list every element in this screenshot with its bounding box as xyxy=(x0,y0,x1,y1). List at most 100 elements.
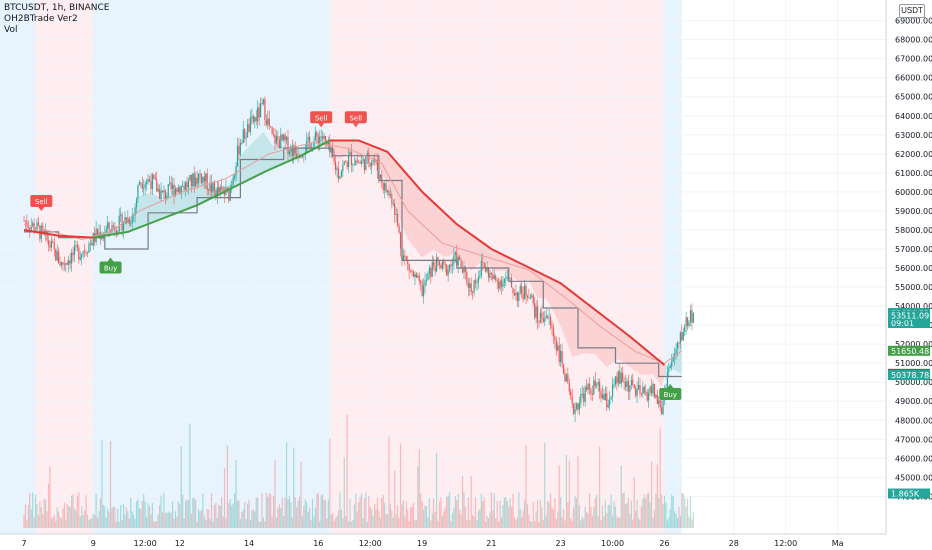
candle-body-382 xyxy=(574,409,576,414)
candle-body-441 xyxy=(659,400,661,408)
candle-body-213 xyxy=(330,148,332,153)
candle-body-361 xyxy=(544,318,546,322)
candle-body-421 xyxy=(630,379,632,385)
candle-body-170 xyxy=(268,118,270,127)
volume-bar-438 xyxy=(655,493,657,528)
candle-body-456 xyxy=(681,332,683,341)
candle-body-103 xyxy=(171,184,174,189)
volume-bar-107 xyxy=(177,501,179,528)
candle-body-259 xyxy=(397,213,399,226)
volume-bar-146 xyxy=(234,493,236,528)
volume-bar-418 xyxy=(626,502,628,528)
signal-label: Buy xyxy=(664,391,677,399)
volume-bar-76 xyxy=(133,514,135,528)
last-price-labels: 53636.5209:0153511.0951650.4850440.00503… xyxy=(888,307,930,499)
candle-body-187 xyxy=(293,145,295,157)
volume-bar-81 xyxy=(140,508,142,528)
volume-bar-421 xyxy=(630,500,632,528)
signal-buy-4: Buy xyxy=(659,384,682,401)
currency-badge[interactable]: USDT xyxy=(899,4,925,18)
volume-bar-331 xyxy=(500,517,503,528)
signal-box xyxy=(30,195,53,208)
candle-body-59 xyxy=(108,222,110,230)
volume-bar-169 xyxy=(267,496,269,528)
candle-body-117 xyxy=(192,173,194,186)
volume-bar-440 xyxy=(658,497,660,528)
candle-body-284 xyxy=(433,261,435,267)
time-axis[interactable]: 7 9 12:00 12 14 16 12:00 19 21 23 10:00 26 28 12:00 Ma xyxy=(0,533,932,550)
symbol-title[interactable]: BTCUSDT, 1h, BINANCE xyxy=(4,3,110,13)
volume-bar-35 xyxy=(73,508,76,528)
volume-bar-345 xyxy=(521,516,523,528)
volume-bar-92 xyxy=(156,521,158,528)
candle-body-209 xyxy=(324,135,327,141)
candle-body-177 xyxy=(278,139,280,149)
candle-body-106 xyxy=(176,188,178,192)
volume-bar-64 xyxy=(115,521,117,528)
candle-body-60 xyxy=(109,229,112,233)
candle-body-306 xyxy=(464,266,467,272)
price-tick-54000: 54000.00 xyxy=(895,302,932,311)
volume-bar-209 xyxy=(324,499,327,528)
candle-body-152 xyxy=(242,129,244,144)
candle-body-22 xyxy=(55,248,57,261)
volume-bar-219 xyxy=(339,492,341,528)
candle-body-80 xyxy=(138,182,141,186)
volume-bar-156 xyxy=(248,499,250,528)
candle-body-439 xyxy=(656,394,658,404)
candle-body-167 xyxy=(264,99,266,121)
volume-bar-375 xyxy=(564,520,566,528)
volume-bar-165 xyxy=(261,493,263,528)
volume-bar-38 xyxy=(78,492,80,528)
candle-body-131 xyxy=(212,182,214,193)
candle-body-370 xyxy=(557,345,559,351)
signal-box xyxy=(659,388,682,401)
volume-bar-435 xyxy=(650,461,653,528)
candle-body-242 xyxy=(372,159,374,163)
volume-bar-248 xyxy=(381,497,383,528)
candle-body-42 xyxy=(83,251,86,253)
volume-bar-245 xyxy=(376,497,379,528)
candle-body-330 xyxy=(499,280,501,289)
candle-body-144 xyxy=(231,184,233,188)
volume-bar-88 xyxy=(150,514,152,528)
volume-bar-184 xyxy=(288,495,291,528)
price-axis[interactable]: 44000.0045000.0046000.0047000.0048000.00… xyxy=(885,0,932,550)
volume-bar-314 xyxy=(476,520,478,528)
candle-body-438 xyxy=(655,394,657,398)
volume-bar-200 xyxy=(311,498,314,528)
volume-bar-369 xyxy=(555,519,557,528)
indicator-title[interactable]: OH2BTrade Ver2 xyxy=(4,14,78,24)
candle-body-274 xyxy=(418,275,420,282)
candle-body-358 xyxy=(539,312,542,323)
volume-bar-412 xyxy=(617,517,619,528)
volume-bar-423 xyxy=(633,477,635,528)
candle-body-357 xyxy=(538,321,540,323)
volume-bar-439 xyxy=(656,464,658,528)
candle-body-16 xyxy=(46,231,48,241)
volume-bar-125 xyxy=(203,515,205,528)
volume-bar-36 xyxy=(75,510,77,528)
volume-bar-106 xyxy=(176,516,178,528)
volume-bar-163 xyxy=(258,521,260,528)
candle-body-138 xyxy=(222,188,224,191)
volume-bar-19 xyxy=(50,518,53,528)
candle-body-139 xyxy=(223,190,226,195)
candle-body-137 xyxy=(221,186,223,189)
candle-body-378 xyxy=(568,383,570,392)
candle-body-232 xyxy=(358,162,360,163)
candle-body-224 xyxy=(346,162,348,167)
candle-body-351 xyxy=(529,297,531,299)
volume-title[interactable]: Vol xyxy=(4,25,18,35)
volume-bar-252 xyxy=(386,514,389,528)
volume-bar-270 xyxy=(412,503,415,528)
candle-body-313 xyxy=(474,280,477,284)
candle-body-89 xyxy=(151,174,153,189)
volume-bar-276 xyxy=(421,501,423,528)
volume-bar-336 xyxy=(508,505,510,528)
candle-body-29 xyxy=(65,263,67,265)
candle-body-402 xyxy=(603,394,605,401)
volume-bar-275 xyxy=(420,492,422,528)
candle-body-104 xyxy=(173,184,175,196)
